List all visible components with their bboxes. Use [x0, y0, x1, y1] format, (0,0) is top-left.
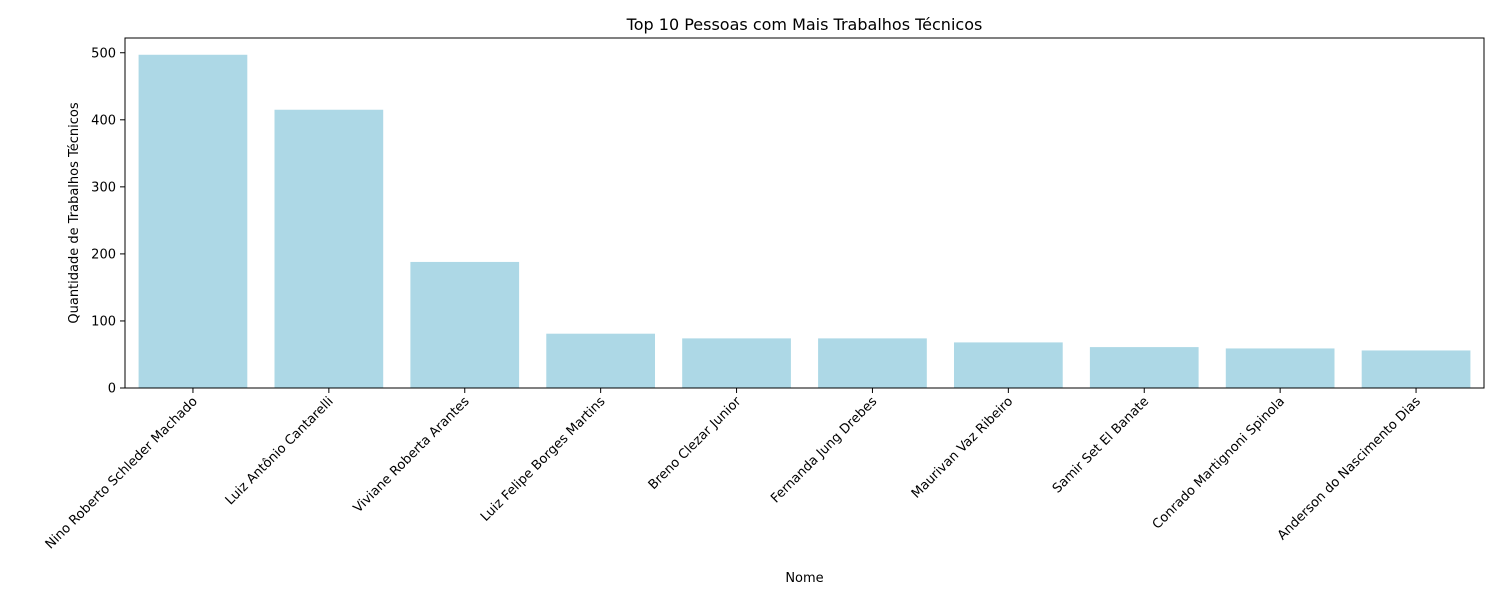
x-tick-label-9: Anderson do Nascimento Dias	[1275, 394, 1424, 543]
bar-7	[1089, 347, 1199, 388]
chart-title: Top 10 Pessoas com Mais Trabalhos Técnic…	[626, 15, 983, 34]
x-axis-label: Nome	[785, 571, 823, 586]
bar-8	[1225, 348, 1335, 388]
bar-9	[1361, 350, 1471, 388]
plot-frame	[124, 37, 1485, 389]
x-tick-label-6: Maurivan Vaz Ribeiro	[909, 394, 1016, 501]
x-tick-label-7: Samir Set El Banate	[1050, 394, 1152, 496]
bar-1	[274, 109, 384, 389]
y-tick-label-4: 400	[91, 113, 116, 128]
x-tick-label-5: Fernanda Jung Drebes	[768, 394, 880, 506]
x-tick-label-2: Viviane Roberta Arantes	[351, 394, 473, 516]
bar-0	[138, 54, 248, 388]
x-tick-label-4: Breno Clezar Junior	[646, 394, 745, 493]
y-tick-label-1: 100	[91, 314, 116, 329]
bar-4	[682, 338, 791, 388]
y-tick-label-5: 500	[91, 46, 116, 61]
x-tick-label-8: Conrado Martignoni Spinola	[1150, 394, 1288, 532]
y-tick-label-0: 0	[108, 382, 116, 397]
x-tick-label-3: Luiz Felipe Borges Martins	[478, 394, 609, 525]
x-tick-label-1: Luiz Antônio Cantarelli	[223, 394, 337, 508]
y-axis-label: Quantidade de Trabalhos Técnicos	[67, 102, 82, 323]
bar-5	[818, 338, 927, 388]
x-tick-label-0: Nino Roberto Schleder Machado	[43, 394, 201, 552]
bar-2	[410, 261, 520, 388]
bar-6	[953, 342, 1063, 388]
bar-3	[546, 333, 656, 388]
plot-area: 0 100 200 300 400 500 Nino Roberto Schleder Ma…	[43, 37, 1485, 552]
y-tick-label-2: 200	[91, 247, 116, 262]
y-tick-label-3: 300	[91, 180, 116, 195]
